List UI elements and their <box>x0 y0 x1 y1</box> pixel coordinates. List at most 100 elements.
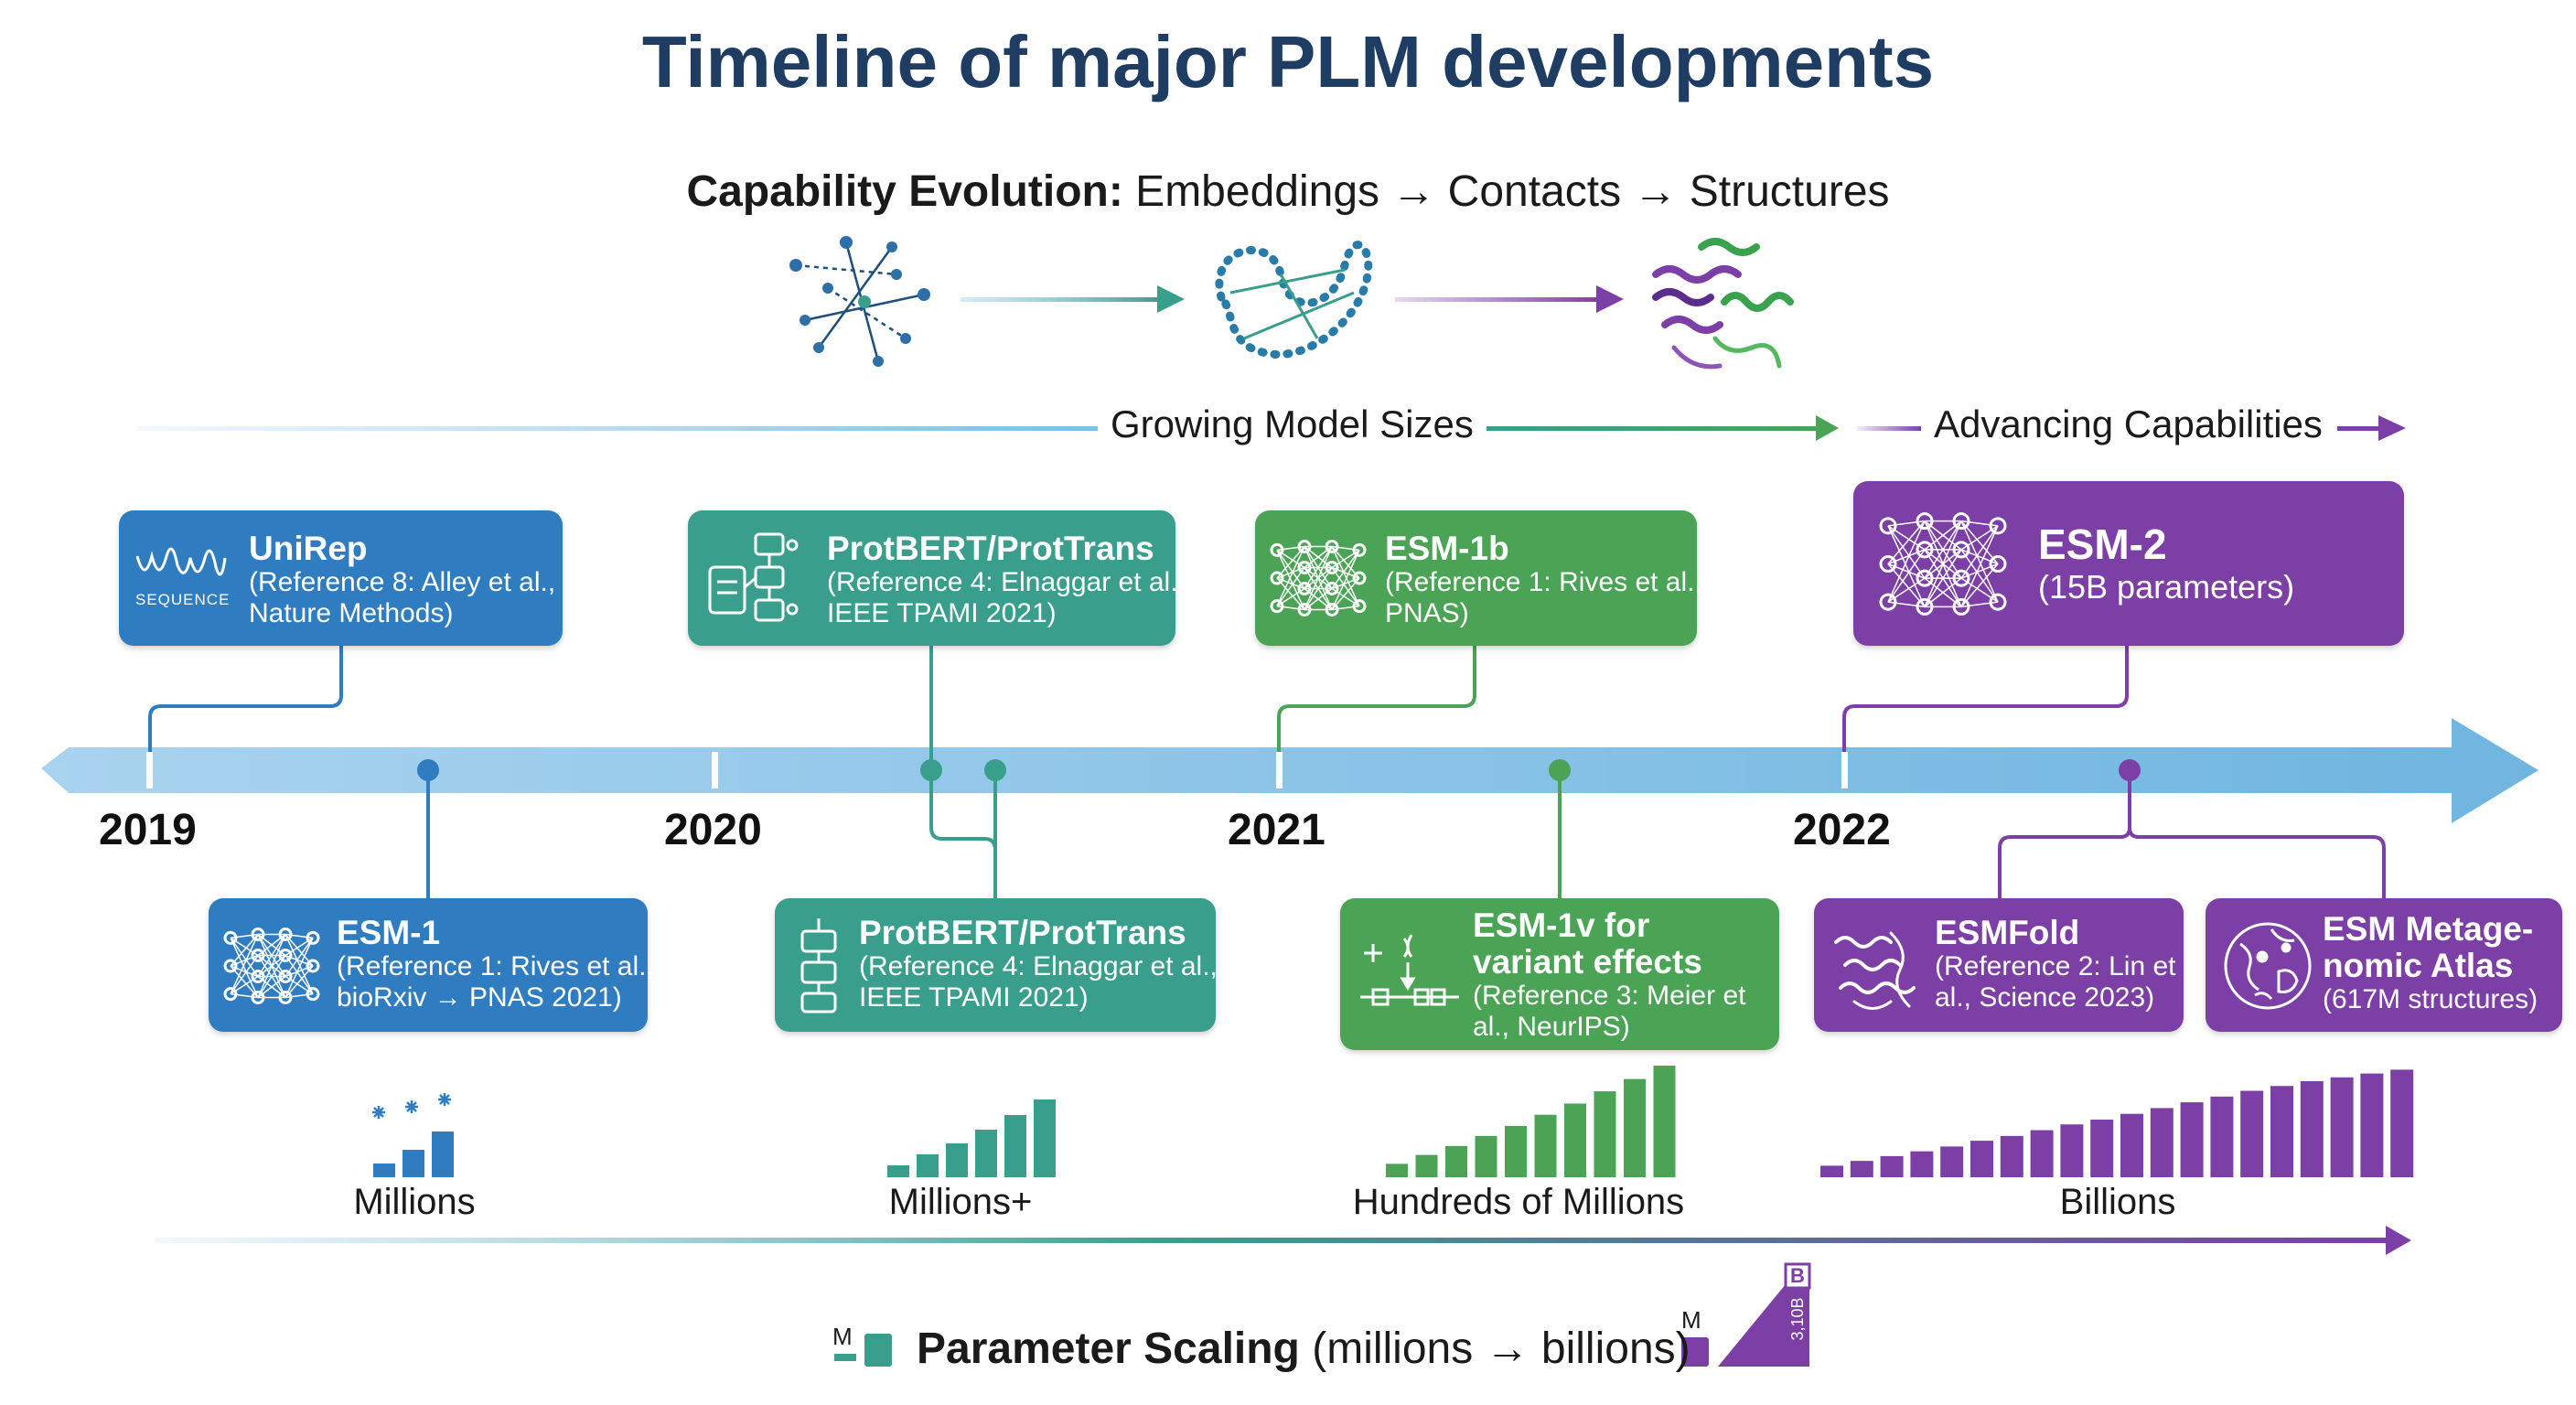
scale-bar <box>2330 1077 2354 1177</box>
neural-network-icon <box>1270 540 1367 617</box>
scale-bar <box>1910 1151 1934 1177</box>
scale-bar <box>1386 1164 1408 1177</box>
model-card-esm1b[interactable]: ESM-1b (Reference 1: Rives et al., PNAS) <box>1255 510 1702 646</box>
folded-protein-icon <box>1834 931 1916 1010</box>
scale-bar <box>1445 1145 1467 1177</box>
model-reference: (Reference 1: Rives et al., PNAS) <box>1385 567 1702 628</box>
model-card-esm1v[interactable]: ESM-1v for variant effects (Reference 3:… <box>1340 898 1779 1050</box>
model-card-esm2[interactable]: ESM-2 (15B parameters) <box>1853 481 2404 646</box>
protein-structure-icon <box>1652 238 1794 370</box>
advancing-capabilities-band <box>1857 415 2406 441</box>
scale-label-billions: Billions <box>2059 1182 2176 1222</box>
param-big-marker-b: B <box>1790 1264 1805 1287</box>
scale-bar <box>402 1150 424 1177</box>
model-reference: (Reference 8: Alley et al., Nature Metho… <box>249 567 556 628</box>
model-reference: (Reference 2: Lin et al., Science 2023) <box>1935 951 2176 1013</box>
param-scaling-label: Parameter Scaling <box>917 1325 1300 1373</box>
globe-icon <box>2224 922 2312 1010</box>
scale-bars <box>373 1066 2414 1177</box>
growing-sizes-label: Growing Model Sizes <box>1098 402 1487 446</box>
year-2020: 2020 <box>664 806 762 854</box>
scale-bar <box>1850 1161 1873 1177</box>
scale-bar <box>373 1164 395 1177</box>
model-name: ESM-1 <box>337 914 441 951</box>
model-reference: (Reference 3: Meier et al., NeurIPS) <box>1473 981 1746 1042</box>
model-name: ESM-2 <box>2038 520 2167 568</box>
model-card-esmfold[interactable]: ESMFold (Reference 2: Lin et al., Scienc… <box>1814 898 2184 1032</box>
page-title: Timeline of major PLM developments <box>641 21 1935 102</box>
transformer-blocks-icon <box>708 532 799 622</box>
model-reference: (617M structures) <box>2323 984 2538 1014</box>
param-small-icon <box>834 1334 892 1367</box>
scale-bar <box>1564 1103 1586 1177</box>
model-card-unirep[interactable]: SEQUENCE UniRep (Reference 8: Alley et a… <box>119 510 563 646</box>
timeline-axis <box>41 718 2538 823</box>
model-name: UniRep <box>249 530 368 567</box>
scale-bar <box>1970 1141 1993 1177</box>
model-reference: (Reference 4: Elnaggar et al., IEEE TPAM… <box>859 951 1218 1013</box>
param-big-marker-value: 3,10B <box>1788 1297 1807 1341</box>
advancing-capabilities-label: Advancing Capabilities <box>1921 402 2335 446</box>
scale-bar <box>1475 1135 1497 1177</box>
timeline-dots <box>417 759 2141 781</box>
capability-label: Capability Evolution: <box>686 167 1123 216</box>
model-card-esm1[interactable]: ESM-1 (Reference 1: Rives et al., bioRxi… <box>209 898 654 1032</box>
scale-bar <box>2090 1120 2114 1177</box>
scale-bar <box>1594 1091 1616 1177</box>
model-card-esm-atlas[interactable]: ESM Metage- nomic Atlas (617M structures… <box>2206 898 2562 1032</box>
scale-bar <box>2120 1113 2143 1177</box>
model-name: ESM-1b <box>1385 530 1509 567</box>
arrow-contacts-to-structures <box>1395 285 1624 313</box>
sequence-caption: SEQUENCE <box>135 591 231 608</box>
scale-bar <box>2180 1102 2204 1177</box>
year-2021: 2021 <box>1228 806 1326 854</box>
scale-bar <box>1534 1114 1557 1177</box>
model-name: ESM-1v for variant effects <box>1473 906 1702 981</box>
neural-network-icon <box>1879 512 2007 616</box>
scale-bar <box>1034 1099 1056 1177</box>
scale-bar <box>2300 1081 2324 1177</box>
param-big-icon <box>1681 1262 1811 1367</box>
scale-bar <box>2150 1108 2174 1177</box>
scale-bar <box>1880 1155 1904 1177</box>
capability-stages: Embeddings → Contacts → Structures <box>1135 167 1890 216</box>
scale-bar <box>2240 1090 2264 1177</box>
scale-bar <box>1505 1125 1527 1177</box>
param-scaling-range: (millions → billions) <box>1312 1325 1690 1373</box>
neural-network-icon <box>223 928 320 1004</box>
capability-evolution-line: Capability Evolution: Embeddings → Conta… <box>0 166 2576 217</box>
year-2022: 2022 <box>1793 806 1891 854</box>
model-card-protbert-top[interactable]: ProtBERT/ProtTrans (Reference 4: Elnagga… <box>688 510 1186 646</box>
scale-bar <box>887 1165 909 1177</box>
bottom-scaling-arrow <box>156 1226 2411 1255</box>
scale-bar <box>2000 1135 2023 1177</box>
year-2019: 2019 <box>99 806 197 854</box>
scale-bar <box>1820 1165 1843 1177</box>
model-name: ProtBERT/ProtTrans <box>859 914 1186 951</box>
scale-bar <box>975 1130 997 1177</box>
param-scaling-line: Parameter Scaling (millions → billions) <box>917 1324 1690 1374</box>
sparkle-icons <box>372 1093 451 1119</box>
scale-bar <box>1415 1154 1438 1177</box>
scale-bar <box>1624 1078 1646 1177</box>
param-big-small-marker: M <box>1681 1306 1701 1334</box>
scale-bar <box>1004 1115 1026 1177</box>
scale-bar <box>2270 1086 2293 1177</box>
model-reference: (Reference 1: Rives et al., bioRxiv → PN… <box>337 951 654 1013</box>
model-name: ProtBERT/ProtTrans <box>827 530 1154 567</box>
scale-bar <box>1653 1066 1676 1177</box>
scale-label-hundreds-millions: Hundreds of Millions <box>1352 1182 1685 1222</box>
scale-bar <box>2360 1073 2384 1177</box>
contact-map-icon <box>1215 241 1373 359</box>
model-name: ESMFold <box>1935 914 2080 951</box>
scale-bar <box>2060 1124 2084 1177</box>
scale-bar <box>2390 1069 2414 1177</box>
scale-bar <box>2210 1096 2234 1177</box>
scale-bar <box>432 1132 454 1177</box>
arrow-embeddings-to-contacts <box>961 285 1185 313</box>
model-card-protbert-bottom[interactable]: ProtBERT/ProtTrans (Reference 4: Elnagga… <box>775 898 1218 1032</box>
param-small-marker: M <box>832 1323 853 1350</box>
scale-bar <box>917 1154 939 1177</box>
model-name: ESM Metage- nomic Atlas <box>2323 910 2534 984</box>
